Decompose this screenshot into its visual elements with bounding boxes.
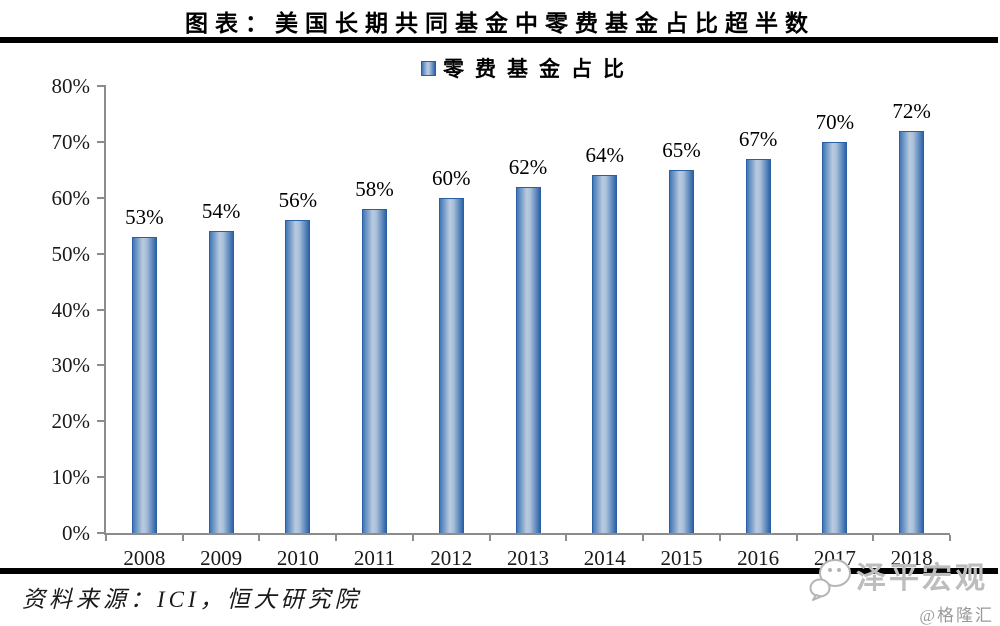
y-axis-tick-label: 30% xyxy=(51,353,91,378)
bar-value-label: 60% xyxy=(432,165,471,190)
x-axis-tick xyxy=(488,535,491,541)
x-axis-label: 2008 xyxy=(123,546,166,570)
y-axis-tick-label: 10% xyxy=(51,465,91,490)
y-axis-tick xyxy=(97,140,104,143)
x-axis-tick xyxy=(718,535,721,541)
watermark: 泽平宏观 xyxy=(808,556,988,602)
bar-value-label: 56% xyxy=(278,188,318,213)
y-axis-tick xyxy=(97,364,104,367)
x-axis-label: 2012 xyxy=(430,546,473,570)
top-divider xyxy=(0,37,998,43)
legend-marker-swatch xyxy=(421,60,436,76)
x-axis-label: 2016 xyxy=(737,546,780,570)
y-axis-tick-label: 70% xyxy=(51,129,91,154)
y-axis-tick-label: 60% xyxy=(51,185,91,210)
x-axis-label: 2015 xyxy=(660,546,703,570)
y-axis-tick-label: 20% xyxy=(51,409,91,434)
bar-2009 xyxy=(208,231,234,533)
y-axis-tick xyxy=(97,308,104,311)
legend-label: 零费基金占比 xyxy=(443,57,635,81)
bar-value-label: 64% xyxy=(585,143,624,168)
bar-2015 xyxy=(668,169,694,533)
x-axis-tick xyxy=(949,535,951,541)
bar-value-label: 70% xyxy=(815,109,855,134)
y-axis-line xyxy=(104,85,106,535)
y-axis-tick xyxy=(97,85,104,87)
bar-value-label: 58% xyxy=(355,176,394,201)
bar-2008 xyxy=(131,236,157,533)
x-axis-tick xyxy=(565,535,568,541)
wechat-icon xyxy=(809,559,851,601)
watermark-text: 泽平宏观 xyxy=(856,562,988,595)
x-axis-tick xyxy=(411,535,414,541)
y-axis-tick xyxy=(97,196,104,199)
bar-value-label: 72% xyxy=(892,98,931,123)
x-axis-tick xyxy=(105,535,107,541)
bar-value-label: 54% xyxy=(201,199,241,224)
x-axis-tick xyxy=(181,535,184,541)
bar-2013 xyxy=(515,186,541,533)
y-axis-tick-label: 40% xyxy=(51,297,91,322)
bar-2011 xyxy=(362,208,388,533)
y-axis-tick-label: 0% xyxy=(62,521,90,545)
x-axis-label: 2014 xyxy=(583,546,626,570)
x-axis-line xyxy=(104,533,950,535)
bar-2018 xyxy=(899,130,925,533)
x-axis-label: 2018 xyxy=(890,546,933,570)
bar-value-label: 67% xyxy=(738,126,778,151)
legend: 零费基金占比 xyxy=(106,54,950,82)
y-axis-tick xyxy=(97,420,104,423)
bar-2014 xyxy=(592,175,618,533)
x-axis-label: 2009 xyxy=(200,546,243,570)
bar-2012 xyxy=(438,197,464,533)
bar-2017 xyxy=(822,141,848,533)
bar-value-label: 65% xyxy=(662,137,701,162)
source-note: 资料来源：ICI，恒大研究院 xyxy=(22,587,362,612)
y-axis-tick-label: 80% xyxy=(51,74,91,98)
bar-2016 xyxy=(745,158,771,533)
y-axis-tick xyxy=(97,532,104,534)
x-axis-tick xyxy=(795,535,798,541)
x-axis-tick xyxy=(258,535,261,541)
y-axis-tick-label: 50% xyxy=(51,241,91,266)
bar-2010 xyxy=(285,220,311,533)
x-axis-tick xyxy=(872,535,875,541)
x-axis-label: 2013 xyxy=(506,546,549,570)
y-axis-tick xyxy=(97,476,104,479)
chart-title: 图表：美国长期共同基金中零费基金占比超半数 xyxy=(185,11,815,36)
bar-value-label: 62% xyxy=(508,154,548,179)
credit-handle: @格隆汇 xyxy=(919,606,994,625)
y-axis-tick xyxy=(97,252,104,255)
bar-value-label: 53% xyxy=(125,204,164,229)
x-axis-tick xyxy=(642,535,645,541)
bottom-divider xyxy=(0,568,998,574)
x-axis-label: 2010 xyxy=(276,546,319,570)
x-axis-label: 2011 xyxy=(353,546,396,570)
x-axis-tick xyxy=(335,535,338,541)
